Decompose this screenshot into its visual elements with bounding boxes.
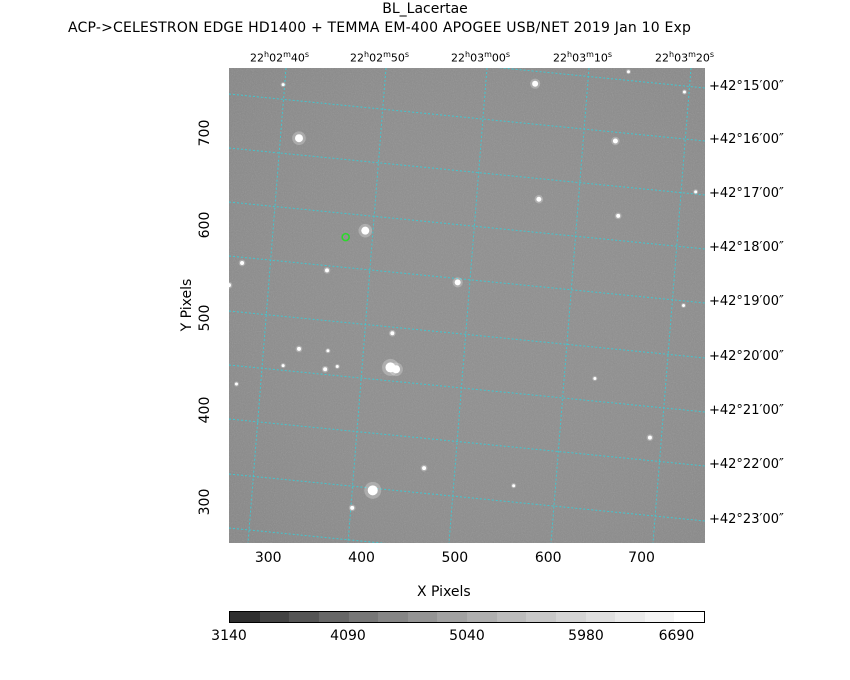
- colorbar: [229, 611, 705, 623]
- ra-grid-line: [448, 68, 488, 543]
- dec-tick-label: +42°19′00″: [709, 294, 784, 309]
- star: [361, 226, 370, 235]
- x-tick-label: 300: [254, 550, 282, 566]
- x-axis-label: X Pixels: [417, 584, 471, 600]
- dec-tick-label: +42°22′00″: [709, 457, 784, 472]
- star: [694, 190, 698, 194]
- colorbar-label: 6690: [658, 628, 695, 644]
- star: [323, 367, 328, 372]
- coordinate-grid: [229, 68, 705, 543]
- dec-tick-label: +42°21′00″: [709, 403, 784, 418]
- star: [281, 364, 285, 368]
- colorbar-step: [378, 612, 408, 622]
- star: [512, 484, 516, 488]
- star: [682, 304, 686, 307]
- colorbar-step: [615, 612, 645, 622]
- star: [532, 80, 539, 87]
- colorbar-label: 3140: [211, 628, 247, 644]
- star: [297, 346, 301, 351]
- dec-tick-label: +42°18′00″: [709, 240, 784, 255]
- colorbar-step: [230, 612, 260, 622]
- colorbar-step: [674, 612, 704, 622]
- y-tick-label: 600: [197, 211, 213, 239]
- colorbar-step: [526, 612, 556, 622]
- x-tick-label: 700: [628, 550, 655, 566]
- star: [536, 196, 542, 202]
- colorbar-step: [496, 612, 527, 622]
- sky-image: [229, 68, 705, 543]
- star: [350, 505, 355, 510]
- star: [229, 283, 231, 288]
- ra-tick-label: 22h03m00s: [451, 50, 511, 65]
- dec-tick-label: +42°20′00″: [709, 349, 784, 364]
- star: [367, 485, 378, 496]
- stars: [229, 69, 699, 512]
- ra-tick-label: 22h02m40s: [250, 50, 310, 65]
- colorbar-step: [467, 612, 497, 622]
- star: [616, 213, 621, 218]
- ra-tick-label: 22h03m10s: [553, 50, 613, 65]
- x-tick-label: 600: [534, 550, 562, 566]
- star: [234, 382, 238, 386]
- chart-title: BL_Lacertae: [382, 1, 468, 17]
- colorbar-step: [318, 612, 349, 622]
- sky-image-svg: [229, 68, 705, 543]
- star: [326, 349, 330, 353]
- star: [454, 279, 461, 286]
- colorbar-step: [437, 612, 467, 622]
- star: [612, 138, 618, 144]
- ra-grid-line: [247, 68, 287, 543]
- star: [325, 268, 329, 273]
- dec-tick-label: +42°23′00″: [709, 512, 784, 527]
- colorbar-step: [289, 612, 319, 622]
- dec-tick-label: +42°15′00″: [709, 79, 784, 94]
- star: [240, 260, 245, 265]
- target-circle: [341, 232, 350, 242]
- y-tick-label: 400: [197, 396, 213, 424]
- y-tick-label: 300: [197, 488, 213, 516]
- colorbar-step: [585, 612, 616, 622]
- ra-grid-line: [347, 68, 387, 543]
- star: [281, 83, 285, 87]
- x-tick-label: 400: [348, 550, 375, 566]
- star: [422, 466, 427, 471]
- star: [682, 90, 686, 94]
- colorbar-label: 4090: [330, 628, 366, 644]
- star: [295, 134, 303, 143]
- colorbar-label: 5980: [568, 628, 604, 644]
- y-axis-label: Y Pixels: [179, 278, 195, 332]
- target-marker: [341, 232, 350, 242]
- star: [392, 365, 401, 374]
- sky-noise: [229, 68, 705, 543]
- ra-grid-line: [550, 68, 590, 543]
- colorbar-step: [555, 612, 586, 622]
- star: [335, 364, 339, 368]
- dec-tick-label: +42°17′00″: [709, 186, 784, 201]
- star: [626, 70, 630, 74]
- star: [647, 435, 652, 440]
- ra-tick-label: 22h02m50s: [350, 50, 410, 65]
- colorbar-step: [407, 612, 438, 622]
- colorbar-step: [259, 612, 290, 622]
- ra-tick-label: 22h03m20s: [655, 50, 715, 65]
- colorbar-step: [644, 612, 675, 622]
- x-tick-label: 500: [441, 550, 469, 566]
- dec-tick-label: +42°16′00″: [709, 132, 784, 147]
- star: [390, 331, 395, 336]
- colorbar-step: [348, 612, 379, 622]
- chart-subtitle: ACP->CELESTRON EDGE HD1400 + TEMMA EM-40…: [68, 20, 692, 36]
- y-tick-label: 700: [197, 119, 213, 147]
- star: [593, 377, 597, 381]
- ra-grid-line: [652, 68, 692, 543]
- colorbar-label: 5040: [449, 628, 485, 644]
